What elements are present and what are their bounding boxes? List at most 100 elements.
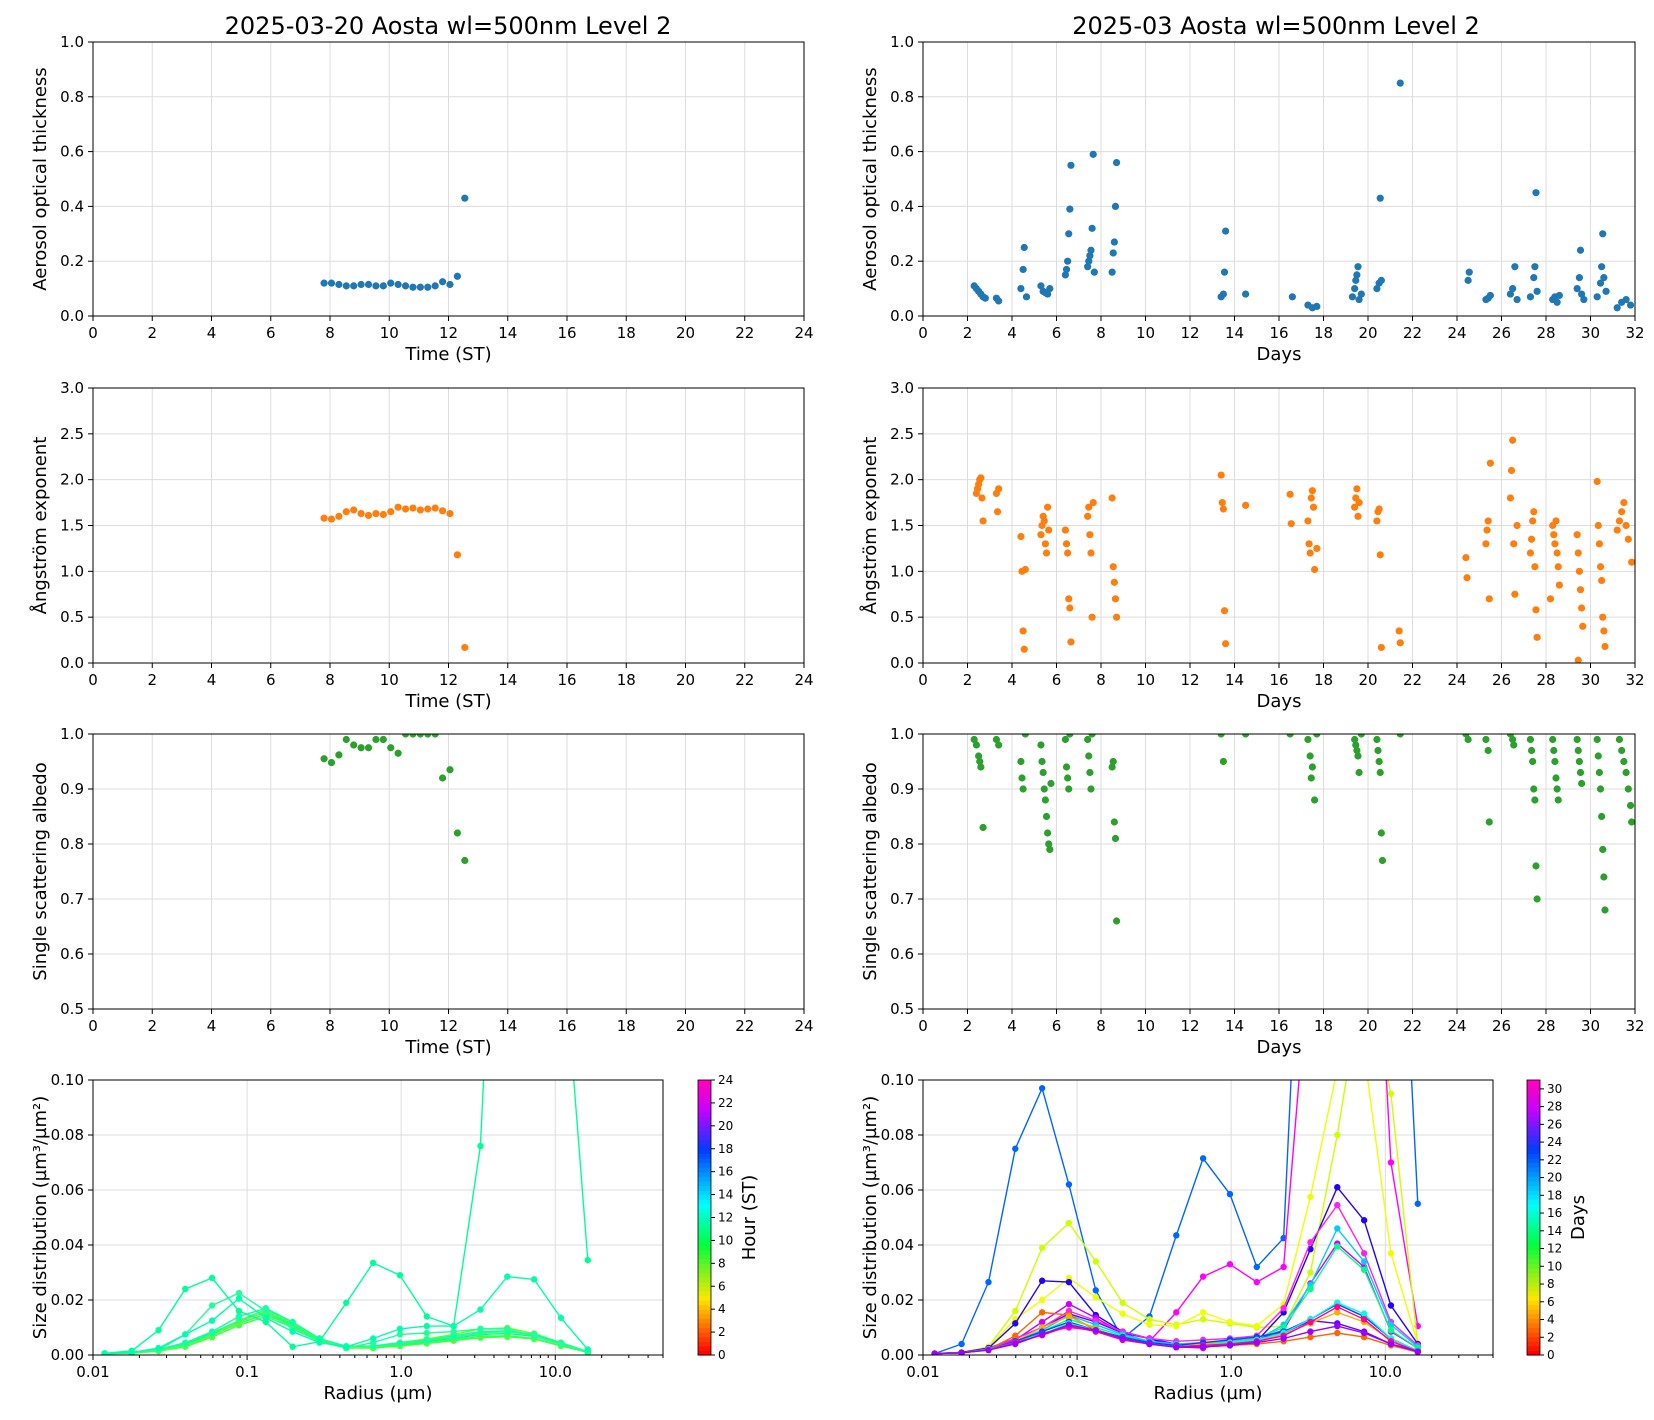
- colorbar-segment: [698, 1116, 711, 1122]
- data-point: [438, 507, 447, 515]
- x-tick-label: 20: [1358, 1017, 1377, 1035]
- series-line: [934, 1080, 1419, 1355]
- data-point: [1038, 757, 1046, 766]
- x-tick-label: 22: [735, 1017, 754, 1035]
- data-point: [379, 735, 387, 744]
- x-tick-label: 1.0: [389, 1363, 413, 1381]
- data-point: [1527, 746, 1536, 755]
- series-point: [1012, 1340, 1019, 1348]
- x-tick-label: 2: [963, 324, 973, 342]
- data-point: [1506, 290, 1514, 298]
- series-point: [128, 1349, 135, 1355]
- colorbar-segment: [698, 1327, 711, 1333]
- series-point: [343, 1299, 350, 1306]
- x-tick-label: 12: [439, 324, 458, 342]
- data-point: [1089, 498, 1097, 507]
- colorbar-segment: [698, 1309, 711, 1315]
- y-tick-label: 0.8: [890, 88, 914, 106]
- series-point: [1307, 1239, 1314, 1246]
- data-point: [350, 506, 358, 514]
- y-tick-label: 0.9: [890, 780, 914, 798]
- colorbar-segment: [698, 1153, 711, 1159]
- series-point: [182, 1285, 189, 1293]
- colorbar-segment: [698, 1185, 711, 1191]
- data-point: [1373, 735, 1381, 744]
- colorbar-tick-label: 12: [1547, 1242, 1562, 1256]
- colorbar-segment: [698, 1263, 711, 1269]
- series-point: [1173, 1232, 1180, 1239]
- data-point: [1573, 531, 1581, 539]
- data-point: [379, 510, 387, 519]
- x-tick-label: 8: [325, 1017, 335, 1035]
- data-point: [1532, 606, 1540, 614]
- series-point: [262, 1314, 269, 1322]
- series-point: [1065, 1219, 1073, 1227]
- data-point: [1533, 633, 1541, 641]
- x-tick-label: 8: [325, 324, 335, 342]
- data-point: [1598, 812, 1606, 821]
- x-tick-label: 6: [1052, 671, 1062, 689]
- data-point: [1089, 150, 1097, 158]
- data-point: [978, 494, 986, 502]
- data-point: [1553, 549, 1561, 557]
- x-tick-label: 8: [1096, 671, 1106, 689]
- colorbar-tick-label: 8: [718, 1256, 726, 1270]
- colorbar-segment: [1527, 1125, 1540, 1132]
- data-point: [1357, 290, 1365, 298]
- series-point: [584, 1256, 591, 1264]
- colorbar-segment: [698, 1226, 711, 1232]
- x-tick-label: 26: [1492, 324, 1511, 342]
- data-point: [1375, 757, 1383, 766]
- data-point: [1628, 818, 1635, 826]
- colorbar-frame: [1526, 1079, 1541, 1356]
- y-tick-label: 2.5: [60, 425, 84, 443]
- x-tick-label: 18: [1314, 1017, 1333, 1035]
- colorbar-segment: [698, 1231, 711, 1237]
- data-point: [409, 283, 417, 291]
- x-axis-label: Radius (µm): [1153, 1383, 1262, 1404]
- colorbar-segment: [698, 1194, 711, 1200]
- colorbar-segment: [1527, 1208, 1540, 1214]
- y-tick-label: 0.6: [890, 945, 914, 963]
- x-tick-label: 4: [1007, 1017, 1017, 1035]
- colorbar-segment: [698, 1203, 711, 1209]
- y-tick-label: 0.02: [51, 1291, 84, 1309]
- data-point: [1044, 503, 1052, 511]
- series-point: [101, 1350, 108, 1355]
- y-tick-label: 0.00: [51, 1346, 84, 1364]
- series-point: [316, 1339, 323, 1346]
- data-point: [1352, 276, 1360, 284]
- data-point: [1598, 263, 1606, 271]
- colorbar-tick-label: 0: [1547, 1348, 1555, 1362]
- data-point: [416, 506, 424, 514]
- x-tick-label: 6: [1052, 324, 1062, 342]
- colorbar-segment: [698, 1286, 711, 1292]
- data-point: [1090, 268, 1098, 276]
- daily-ssa-panel: 0 2 4 6 8 10 12 14 16 18 20 22 240.50.60.70.80.91.0T…: [30, 725, 814, 1058]
- data-point: [1620, 757, 1628, 766]
- data-point: [1593, 735, 1601, 744]
- data-point: [1484, 517, 1492, 525]
- data-point: [401, 734, 410, 738]
- x-tick-label: 16: [1269, 671, 1288, 689]
- data-point: [1600, 627, 1608, 635]
- data-point: [1509, 285, 1517, 293]
- data-point: [1532, 189, 1540, 197]
- data-point: [1218, 498, 1226, 507]
- data-point: [1111, 595, 1120, 603]
- y-tick-label: 0.04: [51, 1236, 84, 1254]
- series-point: [1199, 1316, 1207, 1323]
- data-point: [1040, 517, 1048, 525]
- colorbar-segment: [1527, 1148, 1540, 1154]
- data-point: [1613, 304, 1621, 312]
- data-point: [1531, 263, 1539, 271]
- data-point: [1037, 282, 1045, 290]
- series-point: [450, 1328, 457, 1335]
- colorbar-label: Hour (ST): [739, 1175, 760, 1261]
- x-tick-label: 14: [1225, 671, 1244, 689]
- colorbar-segment: [1527, 1098, 1540, 1104]
- series-point: [1199, 1343, 1207, 1350]
- x-tick-label: 8: [325, 671, 335, 689]
- colorbar-segment: [1527, 1341, 1540, 1347]
